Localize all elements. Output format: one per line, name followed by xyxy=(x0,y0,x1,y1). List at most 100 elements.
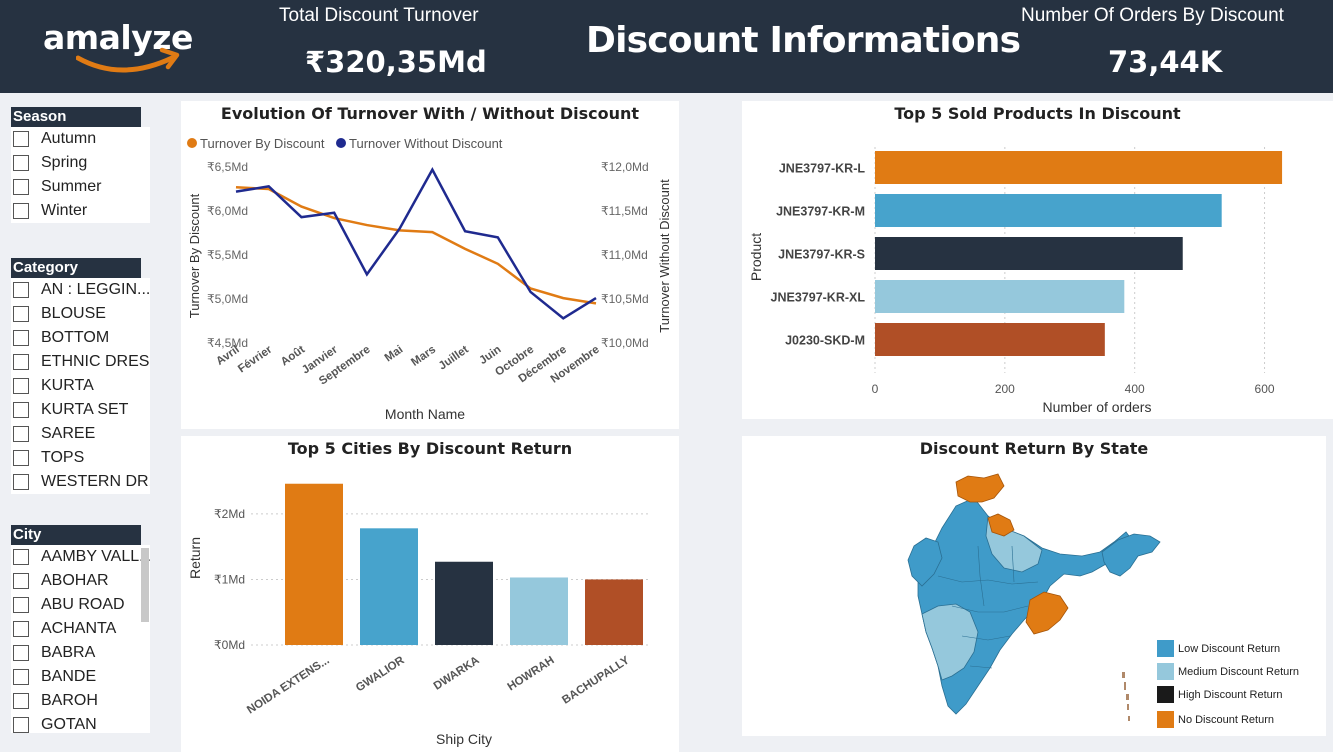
vbar-x-label: Ship City xyxy=(436,731,492,747)
checkbox-icon[interactable] xyxy=(13,131,29,147)
checkbox-icon[interactable] xyxy=(13,717,29,733)
city-slicer-item-label: GOTAN xyxy=(41,716,97,733)
legend-label-without: Turnover Without Discount xyxy=(349,136,503,151)
line-chart: Turnover By Discount Turnover Without Di… xyxy=(187,136,672,422)
hbar-bar[interactable] xyxy=(875,280,1125,313)
line-right-tick-label: ₹10,5Md xyxy=(601,292,649,306)
checkbox-icon[interactable] xyxy=(13,621,29,637)
line-right-tick-label: ₹11,5Md xyxy=(601,204,648,218)
map-islands xyxy=(1122,672,1130,721)
hbar-category-label: JNE3797-KR-S xyxy=(778,248,865,262)
line-series-without xyxy=(235,167,597,320)
map-legend-high: High Discount Return xyxy=(1157,686,1283,703)
category-slicer-item[interactable]: BOTTOM xyxy=(11,326,150,350)
category-slicer-item[interactable]: TOPS xyxy=(11,446,150,470)
city-slicer-item[interactable]: BABRA xyxy=(11,641,150,665)
season-slicer-item[interactable]: Winter xyxy=(11,199,150,223)
header-bar: amalyze Total Discount Turnover ₹320,35M… xyxy=(0,0,1333,93)
city-slicer-item[interactable]: ABU ROAD xyxy=(11,593,150,617)
checkbox-icon[interactable] xyxy=(13,573,29,589)
checkbox-icon[interactable] xyxy=(13,354,29,370)
kpi-turnover-value: ₹320,35Md xyxy=(305,45,487,79)
hbar-bar[interactable] xyxy=(875,237,1183,270)
kpi-turnover-label: Total Discount Turnover xyxy=(279,5,479,26)
checkbox-icon[interactable] xyxy=(13,597,29,613)
vbar-bar[interactable] xyxy=(360,528,418,645)
city-slicer-item[interactable]: GOTAN xyxy=(11,713,150,733)
checkbox-icon[interactable] xyxy=(13,474,29,490)
vbar-y-tick-label: ₹2Md xyxy=(214,507,245,521)
checkbox-icon[interactable] xyxy=(13,693,29,709)
category-slicer-item-label: SAREE xyxy=(41,425,96,442)
map-legend-low-swatch xyxy=(1157,640,1174,657)
vbar-category-label: DWARKA xyxy=(432,654,482,692)
hbar-chart-title: Top 5 Sold Products In Discount xyxy=(894,104,1181,123)
checkbox-icon[interactable] xyxy=(13,155,29,171)
map-legend-low: Low Discount Return xyxy=(1157,640,1280,657)
season-slicer-item-label: Autumn xyxy=(41,130,97,147)
checkbox-icon[interactable] xyxy=(13,330,29,346)
season-slicer-item[interactable]: Spring xyxy=(11,151,150,175)
vbar-y-tick-label: ₹1Md xyxy=(214,572,245,586)
vbar-bar[interactable] xyxy=(510,577,568,645)
checkbox-icon[interactable] xyxy=(13,203,29,219)
line-chart-title: Evolution Of Turnover With / Without Dis… xyxy=(220,104,640,123)
city-slicer-item[interactable]: ABOHAR xyxy=(11,569,150,593)
vbar-bar[interactable] xyxy=(435,561,493,645)
category-slicer-item[interactable]: KURTA SET xyxy=(11,398,150,422)
top-products-panel: Top 5 Sold Products In Discount Product … xyxy=(742,101,1333,419)
category-slicer-item[interactable]: ETHNIC DRESS xyxy=(11,350,150,374)
vbar-y-tick-label: ₹0Md xyxy=(214,638,245,652)
vbar-bar[interactable] xyxy=(585,579,643,645)
line-right-tick-label: ₹12,0Md xyxy=(601,160,649,174)
vbar-category-label: GWALIOR xyxy=(354,654,407,694)
category-slicer-item[interactable]: WESTERN DR... xyxy=(11,470,150,494)
map-state-borders xyxy=(937,545,1039,669)
checkbox-icon[interactable] xyxy=(13,426,29,442)
hbar-bar[interactable] xyxy=(875,194,1222,227)
line-left-tick-label: ₹5,5Md xyxy=(207,248,248,262)
season-slicer: Season Autumn Spring Summer Winter xyxy=(11,107,150,223)
line-right-tick-label: ₹11,0Md xyxy=(601,248,648,262)
checkbox-icon[interactable] xyxy=(13,179,29,195)
category-slicer-item[interactable]: SAREE xyxy=(11,422,150,446)
city-slicer-item[interactable]: BANDE xyxy=(11,665,150,689)
vbar-bar[interactable] xyxy=(285,483,343,645)
city-slicer-item-label: BANDE xyxy=(41,668,97,685)
checkbox-icon[interactable] xyxy=(13,282,29,298)
map-region-west-medium xyxy=(921,603,979,681)
checkbox-icon[interactable] xyxy=(13,306,29,322)
season-slicer-item[interactable]: Autumn xyxy=(11,127,150,151)
checkbox-icon[interactable] xyxy=(13,669,29,685)
checkbox-icon[interactable] xyxy=(13,645,29,661)
checkbox-icon[interactable] xyxy=(13,378,29,394)
checkbox-icon[interactable] xyxy=(13,402,29,418)
hbar-x-tick-label: 600 xyxy=(1255,382,1275,396)
category-slicer-item-label: KURTA SET xyxy=(41,401,129,418)
city-slicer-item-label: BAROH xyxy=(41,692,98,709)
category-slicer-item[interactable]: AN : LEGGIN... xyxy=(11,278,150,302)
kpi-orders-label: Number Of Orders By Discount xyxy=(1021,5,1284,26)
hbar-bar[interactable] xyxy=(875,151,1283,184)
map-legend-medium-swatch xyxy=(1157,663,1174,680)
hbar-y-label: Product xyxy=(748,233,764,281)
hbar-category-label: JNE3797-KR-XL xyxy=(771,291,866,305)
city-slicer-scrollbar[interactable] xyxy=(141,548,149,622)
season-slicer-item-label: Spring xyxy=(41,154,88,171)
vbar-category-label: BACHUPALLY xyxy=(560,654,632,706)
hbar-category-label: JNE3797-KR-L xyxy=(779,162,866,176)
city-slicer-item[interactable]: AAMBY VALL... xyxy=(11,545,150,569)
city-slicer-item[interactable]: BAROH xyxy=(11,689,150,713)
line-left-tick-label: ₹5,0Md xyxy=(207,292,248,306)
category-slicer-item[interactable]: BLOUSE xyxy=(11,302,150,326)
map-legend-high-label: High Discount Return xyxy=(1178,688,1283,701)
map-chart-title: Discount Return By State xyxy=(919,439,1149,458)
category-slicer-item[interactable]: KURTA xyxy=(11,374,150,398)
checkbox-icon[interactable] xyxy=(13,450,29,466)
map-region-uttarakhand xyxy=(987,513,1015,537)
checkbox-icon[interactable] xyxy=(13,549,29,565)
hbar-bar[interactable] xyxy=(875,323,1105,356)
season-slicer-item[interactable]: Summer xyxy=(11,175,150,199)
city-slicer-item[interactable]: ACHANTA xyxy=(11,617,150,641)
